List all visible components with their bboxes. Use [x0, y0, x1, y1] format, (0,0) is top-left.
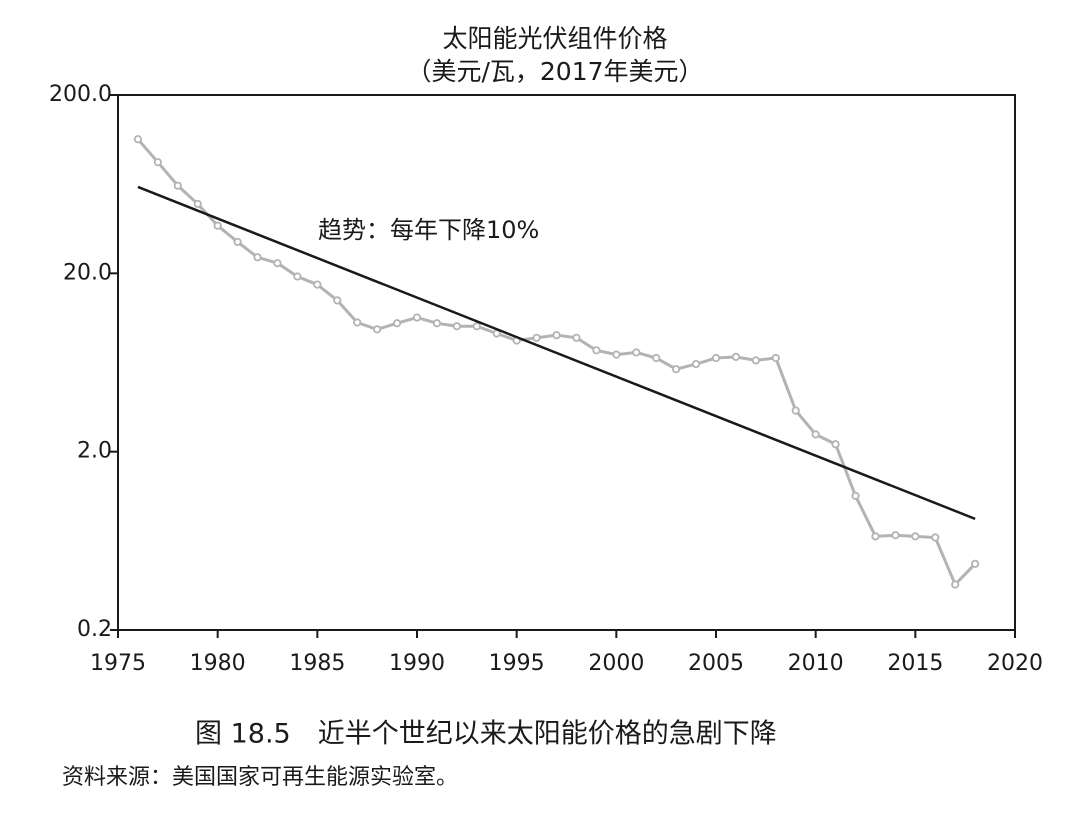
price-point: [273, 259, 282, 268]
price-point: [193, 199, 202, 209]
annotation: 趋势：每年下降10%: [318, 216, 539, 244]
price-point: [891, 531, 900, 540]
price-point: [851, 491, 860, 500]
price-point: [771, 353, 780, 363]
x-tick-label: 2005: [688, 651, 744, 676]
y-tick-label: 200.0: [49, 82, 112, 107]
price-point: [392, 319, 402, 328]
price-point: [432, 319, 442, 328]
price-line: [136, 138, 977, 588]
price-point: [333, 296, 342, 305]
price-point: [971, 559, 980, 568]
price-point: [353, 318, 362, 327]
price-point: [931, 533, 940, 542]
price-point: [672, 365, 681, 374]
x-tick-label: 1975: [90, 651, 146, 676]
price-point: [751, 356, 760, 365]
price-point: [911, 532, 920, 541]
x-tick-label: 2020: [987, 651, 1043, 676]
price-point: [472, 322, 481, 331]
caption: 图 18.5 近半个世纪以来太阳能价格的急剧下降: [195, 719, 777, 750]
x-tick-label: 1985: [289, 651, 345, 676]
price-point: [831, 440, 840, 449]
price-point: [532, 333, 541, 342]
price-point: [612, 350, 621, 359]
price-point: [233, 237, 242, 247]
x-tick-label: 2000: [588, 651, 644, 676]
x-tick-label: 2010: [788, 651, 844, 676]
price-point: [811, 430, 820, 439]
y-tick-label: 0.2: [77, 617, 112, 642]
source: 资料来源：美国国家可再生能源实验室。: [62, 765, 458, 790]
price-point: [791, 406, 800, 415]
price-point: [373, 325, 382, 334]
price-point: [173, 181, 182, 190]
price-point: [871, 532, 880, 541]
y-tick-label: 2.0: [77, 439, 112, 464]
price-point: [213, 221, 222, 230]
x-tick-label: 2015: [887, 651, 943, 676]
price-point: [731, 352, 741, 361]
chart-title: 太阳能光伏组件价格: [442, 24, 667, 53]
trend-line: [137, 185, 976, 521]
x-tick-label: 1980: [190, 651, 246, 676]
price-point: [153, 158, 162, 167]
price-point: [452, 322, 461, 331]
price-point: [552, 331, 561, 340]
y-tick-label: 20.0: [63, 260, 112, 285]
price-point: [711, 353, 721, 363]
price-point: [691, 359, 701, 369]
price-point: [632, 348, 641, 357]
price-point: [652, 353, 661, 363]
price-point: [412, 313, 422, 322]
price-point: [572, 333, 581, 342]
price-point: [592, 346, 601, 355]
price-point: [133, 135, 143, 144]
x-tick-label: 1995: [489, 651, 545, 676]
plot-frame: [117, 94, 1016, 631]
price-point: [293, 272, 302, 281]
chart-subtitle: （美元/瓦，2017年美元）: [406, 57, 703, 86]
price-point: [313, 280, 322, 289]
price-point: [253, 253, 262, 262]
price-point: [951, 580, 960, 589]
x-tick-label: 1990: [389, 651, 445, 676]
